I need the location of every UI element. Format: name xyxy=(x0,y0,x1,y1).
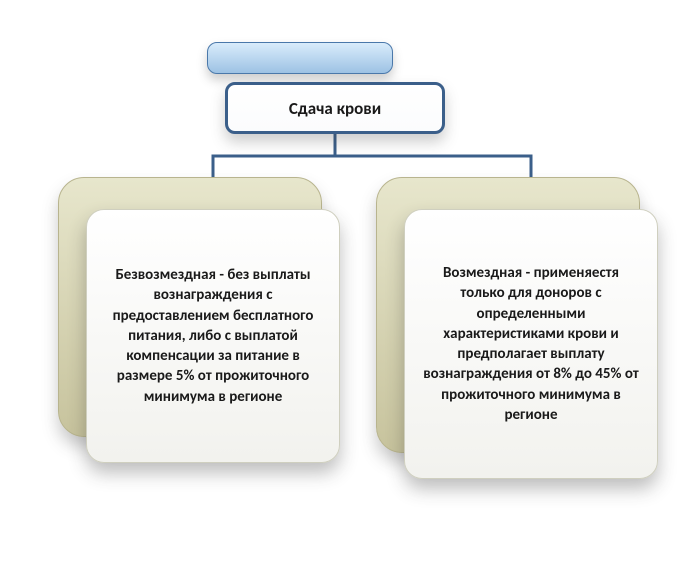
root-node-label: Сдача крови xyxy=(289,98,381,119)
top-accent-bar xyxy=(207,42,393,74)
child-node: Возмездная - применяестя только для доно… xyxy=(404,209,658,479)
diagram-canvas: Сдача крови Безвозмездная - без выплаты … xyxy=(0,0,696,564)
root-node: Сдача крови xyxy=(225,82,445,134)
child-node-text: Возмездная - применяестя только для доно… xyxy=(423,263,639,425)
child-node: Безвозмездная - без выплаты вознагражден… xyxy=(86,209,340,463)
child-node-text: Безвозмездная - без выплаты вознагражден… xyxy=(105,265,321,407)
